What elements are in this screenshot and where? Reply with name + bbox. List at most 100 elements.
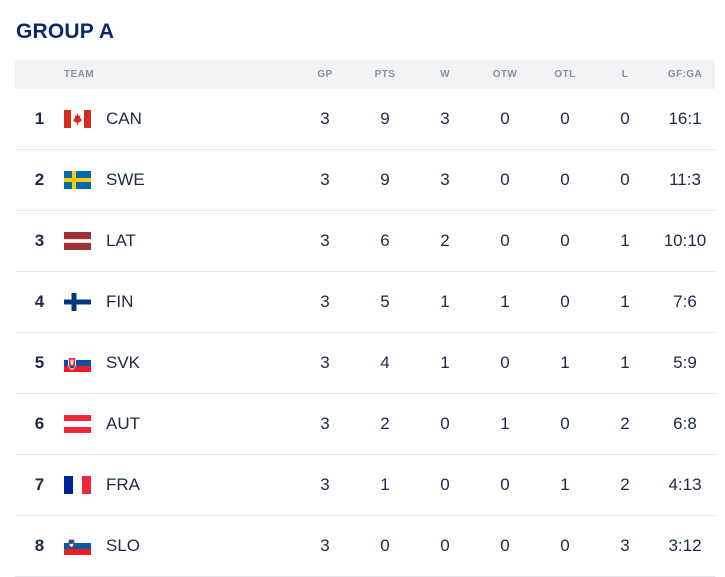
header-otw: OTW	[492, 69, 518, 80]
table-body: 1 CAN 3 9 3 0 0 0 16:1 2 SWE 3 9 3 0 0 0 11:3 3 LAT 3 6 2 0 0 1 10…	[15, 89, 715, 577]
stat-gfga: 11:3	[669, 170, 701, 189]
team-name[interactable]: FRA	[106, 475, 140, 494]
rank: 4	[34, 292, 45, 311]
header-pts: PTS	[374, 69, 396, 80]
stat-otw: 0	[500, 353, 510, 372]
header-gp: GP	[317, 69, 333, 80]
stat-pts: 6	[380, 231, 390, 250]
table-header: TEAM GP PTS W OTW OTL L GF:GA	[15, 60, 715, 89]
header-l: L	[621, 69, 629, 80]
header-otl: OTL	[554, 69, 576, 80]
table-row[interactable]: 6 AUT 3 2 0 1 0 2 6:8	[15, 394, 715, 455]
standings-table: TEAM GP PTS W OTW OTL L GF:GA 1 CAN 3 9 3 0 0 0…	[15, 60, 715, 577]
stat-pts: 4	[380, 353, 390, 372]
stat-otw: 1	[500, 414, 510, 433]
rank: 8	[34, 536, 45, 555]
stat-otl: 0	[560, 109, 570, 128]
stat-w: 3	[440, 170, 450, 189]
page-title: GROUP A	[16, 20, 115, 43]
stat-pts: 9	[380, 170, 390, 189]
stat-otw: 1	[500, 292, 510, 311]
stat-w: 3	[440, 109, 450, 128]
stat-pts: 5	[380, 292, 390, 311]
header-team: TEAM	[64, 69, 94, 80]
stat-l: 3	[620, 536, 630, 555]
stat-otl: 0	[560, 231, 570, 250]
stat-otw: 0	[500, 109, 510, 128]
stat-l: 0	[620, 170, 630, 189]
stat-gfga: 5:9	[673, 353, 697, 372]
stat-otl: 0	[560, 292, 570, 311]
finland-flag-icon	[64, 293, 91, 311]
stat-otl: 0	[560, 414, 570, 433]
stat-gfga: 16:1	[668, 109, 702, 128]
team-name[interactable]: AUT	[106, 414, 140, 433]
team-name[interactable]: CAN	[106, 109, 142, 128]
stat-pts: 9	[380, 109, 390, 128]
header-w: W	[440, 69, 450, 80]
stat-gfga: 6:8	[673, 414, 697, 433]
stat-otl: 0	[560, 170, 570, 189]
stat-l: 1	[620, 231, 630, 250]
stat-l: 1	[620, 353, 630, 372]
stat-w: 1	[440, 353, 450, 372]
rank: 7	[34, 475, 45, 494]
stat-gp: 3	[320, 475, 330, 494]
austria-flag-icon	[64, 415, 91, 433]
stat-pts: 2	[380, 414, 390, 433]
stat-l: 1	[620, 292, 630, 311]
stat-w: 1	[440, 292, 450, 311]
stat-gfga: 10:10	[663, 231, 707, 250]
table-row[interactable]: 2 SWE 3 9 3 0 0 0 11:3	[15, 150, 715, 211]
stat-pts: 1	[380, 475, 390, 494]
stat-gp: 3	[320, 353, 330, 372]
stat-otw: 0	[500, 536, 510, 555]
stat-gfga: 3:12	[668, 536, 702, 555]
stat-otl: 0	[560, 536, 570, 555]
stat-w: 2	[440, 231, 450, 250]
france-flag-icon	[64, 476, 91, 494]
stat-pts: 0	[380, 536, 390, 555]
rank: 5	[34, 353, 45, 372]
slovenia-flag-icon	[64, 537, 91, 555]
stat-gfga: 4:13	[668, 475, 702, 494]
stat-gp: 3	[320, 292, 330, 311]
stat-w: 0	[440, 475, 450, 494]
table-row[interactable]: 1 CAN 3 9 3 0 0 0 16:1	[15, 89, 715, 150]
stat-otl: 1	[560, 353, 570, 372]
rank: 2	[34, 170, 45, 189]
stat-otw: 0	[500, 475, 510, 494]
stat-w: 0	[440, 414, 450, 433]
latvia-flag-icon	[64, 232, 91, 250]
table-row[interactable]: 7 FRA 3 1 0 0 1 2 4:13	[15, 455, 715, 516]
rank: 1	[34, 109, 45, 128]
stat-gp: 3	[320, 414, 330, 433]
rank: 3	[34, 231, 45, 250]
rank: 6	[34, 414, 45, 433]
team-name[interactable]: LAT	[106, 231, 136, 250]
stat-gp: 3	[320, 536, 330, 555]
table-row[interactable]: 8 SLO 3 0 0 0 0 3 3:12	[15, 516, 715, 577]
table-row[interactable]: 3 LAT 3 6 2 0 0 1 10:10	[15, 211, 715, 272]
team-name[interactable]: SVK	[106, 353, 141, 372]
stat-gfga: 7:6	[673, 292, 697, 311]
sweden-flag-icon	[64, 171, 91, 189]
stat-otw: 0	[500, 170, 510, 189]
stat-otw: 0	[500, 231, 510, 250]
table-row[interactable]: 4 FIN 3 5 1 1 0 1 7:6	[15, 272, 715, 333]
table-row[interactable]: 5 SVK 3 4 1 0 1 1 5:9	[15, 333, 715, 394]
stat-gp: 3	[320, 170, 330, 189]
stat-l: 0	[620, 109, 630, 128]
stat-l: 2	[620, 475, 630, 494]
team-name[interactable]: SLO	[106, 536, 141, 555]
stat-l: 2	[620, 414, 630, 433]
stat-w: 0	[440, 536, 450, 555]
header-gfga: GF:GA	[667, 69, 703, 80]
stat-otl: 1	[560, 475, 570, 494]
canada-flag-icon	[64, 110, 91, 128]
slovakia-flag-icon	[64, 354, 91, 372]
team-name[interactable]: SWE	[106, 170, 145, 189]
stat-gp: 3	[320, 231, 330, 250]
stat-gp: 3	[320, 109, 330, 128]
team-name[interactable]: FIN	[106, 292, 134, 311]
